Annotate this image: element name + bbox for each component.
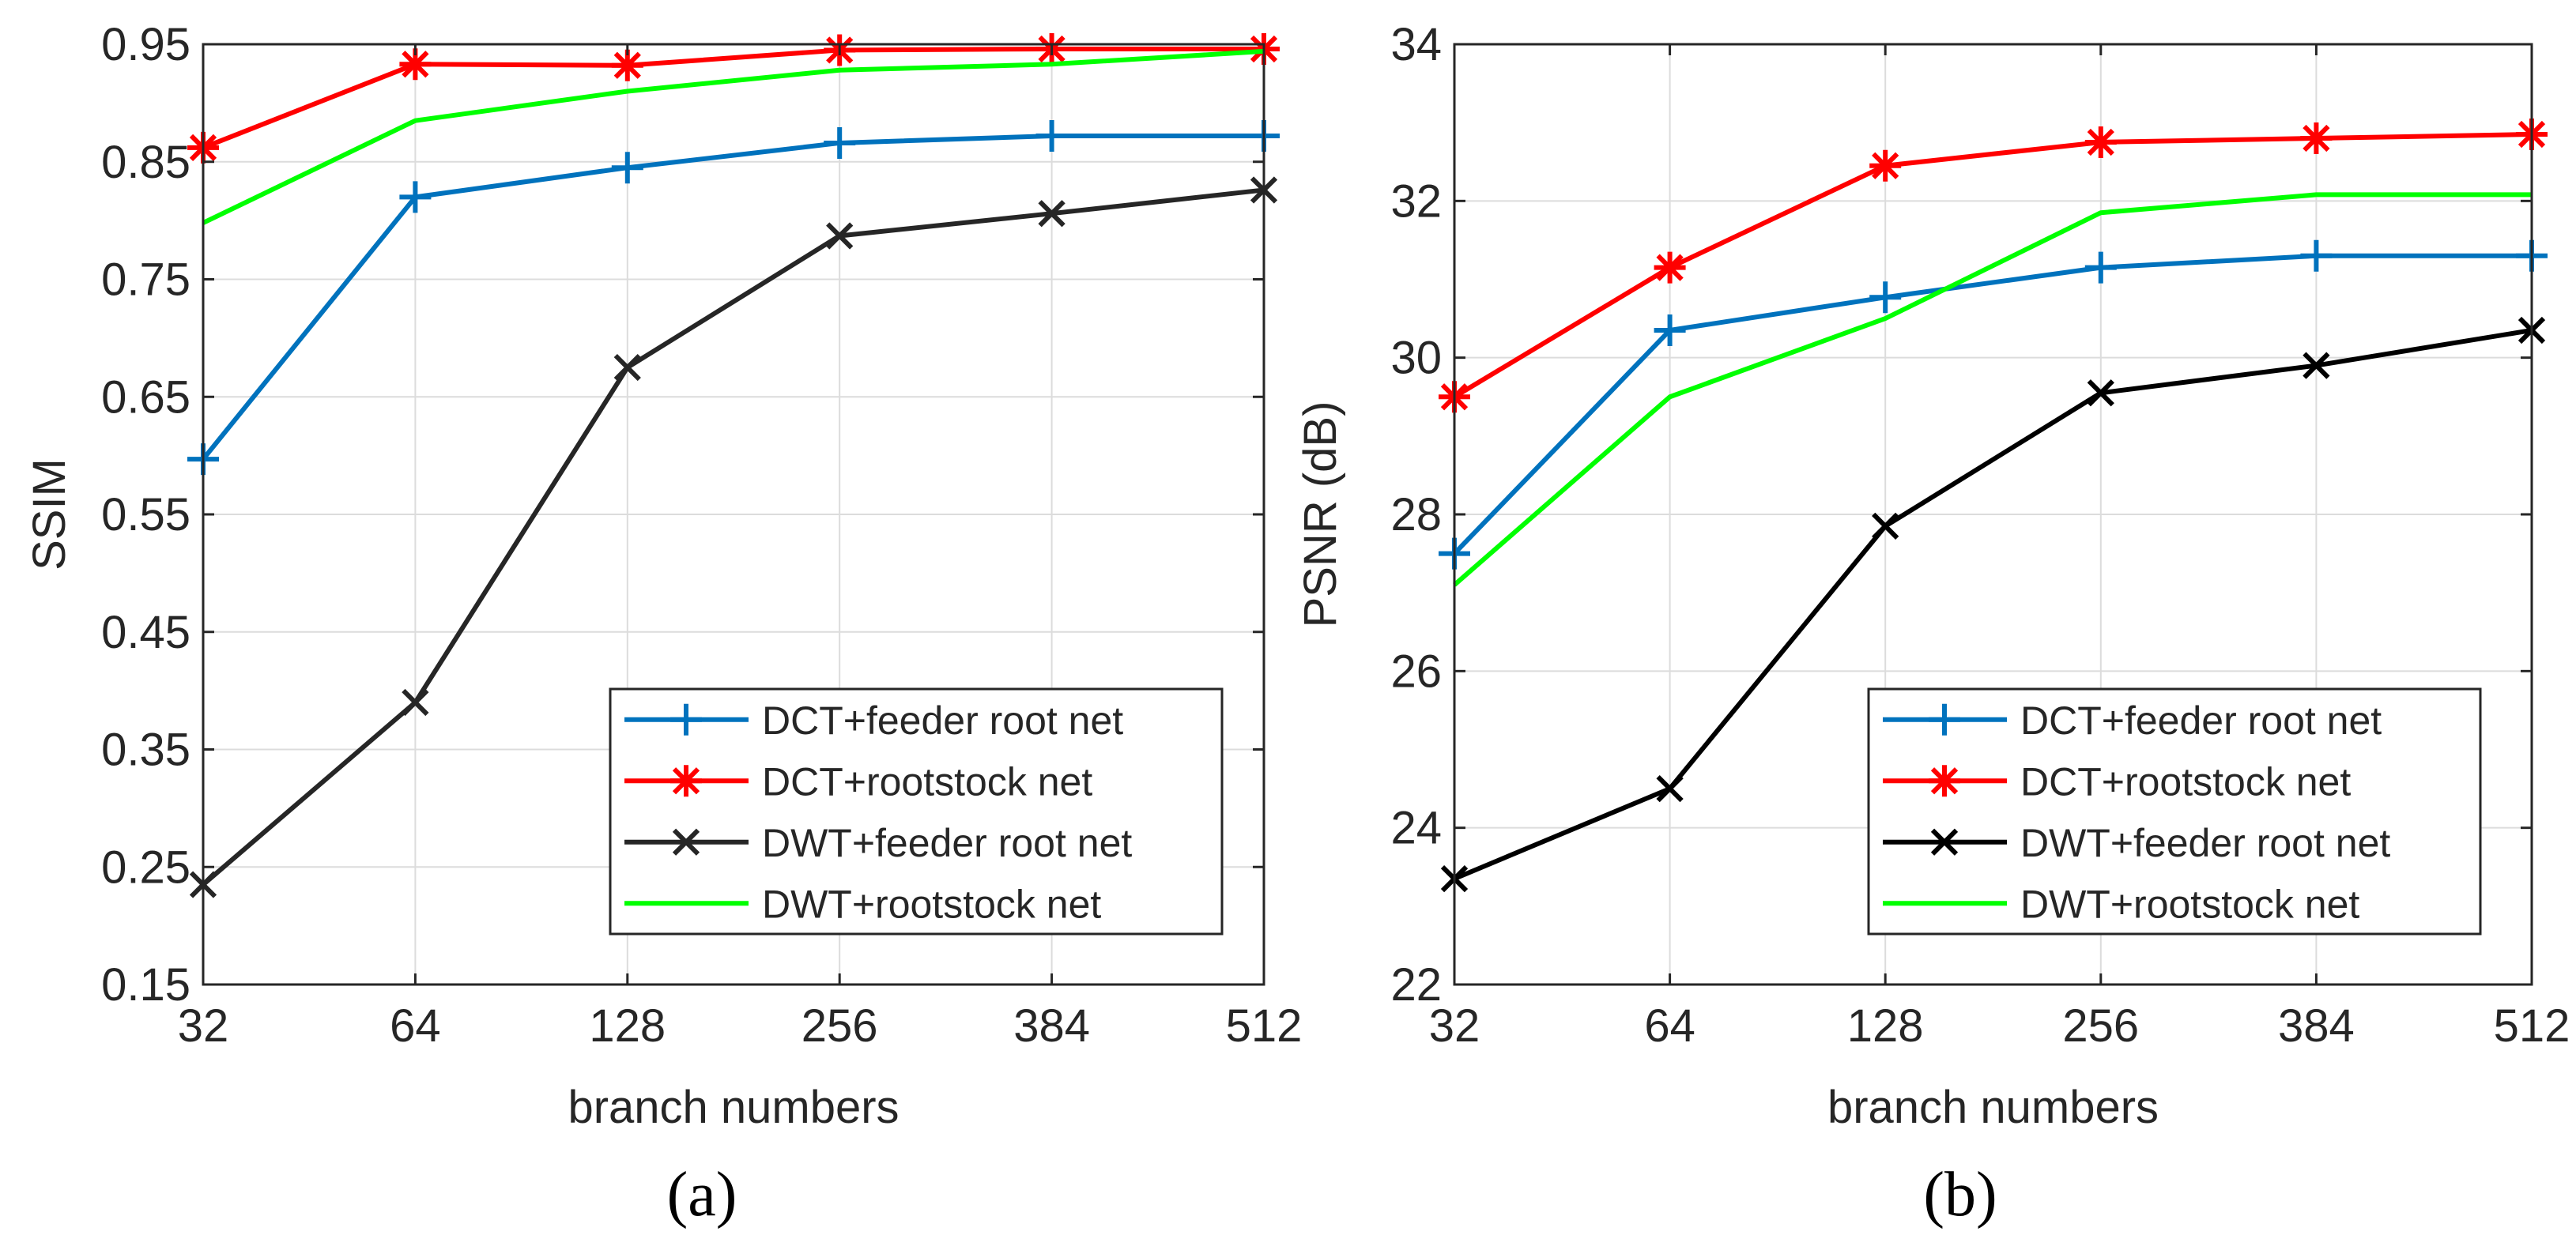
y-tick-label: 0.35 [101, 725, 190, 776]
data-point [824, 126, 856, 159]
legend-label: DCT+feeder root net [2020, 698, 2382, 743]
x-axis-label: branch numbers [568, 1082, 899, 1133]
y-tick-label: 0.75 [101, 254, 190, 306]
y-axis-label: PSNR (dB) [1295, 401, 1346, 628]
data-point [402, 688, 429, 717]
series-line [202, 187, 1265, 887]
x-tick-label: 256 [2062, 1000, 2139, 1052]
series-dwt-rootstock-net [1453, 192, 2532, 587]
y-tick-label: 28 [1390, 489, 1442, 540]
y-tick-label: 0.45 [101, 607, 190, 658]
data-point [1038, 200, 1065, 228]
y-tick-label: 0.95 [101, 19, 190, 70]
data-point [1035, 120, 1068, 152]
y-tick-label: 32 [1390, 175, 1442, 227]
data-point [826, 222, 854, 250]
legend: DCT+feeder root net DCT+rootstock net DWT+… [609, 687, 1224, 936]
series-line [1453, 192, 2532, 587]
series-line [1453, 327, 2533, 881]
legend-entry: DWT+rootstock net [1883, 882, 2359, 926]
legend-marker [670, 765, 702, 797]
caption-b: (b) [1923, 1160, 1997, 1229]
data-point [613, 353, 641, 382]
legend-label: DCT+rootstock net [2020, 759, 2351, 804]
legend-marker [672, 828, 700, 856]
x-axis-label: branch numbers [1827, 1082, 2159, 1133]
y-tick-label: 26 [1390, 646, 1442, 697]
series-line [1453, 132, 2533, 399]
x-tick-label: 512 [2494, 1000, 2570, 1052]
data-point [611, 152, 643, 184]
series-line [201, 134, 1264, 461]
data-point [2087, 379, 2114, 407]
series-dwt-feeder-root-net [189, 176, 1278, 898]
data-point [1654, 314, 1686, 346]
y-tick-label: 0.55 [101, 489, 190, 540]
data-point [399, 48, 432, 81]
x-tick-label: 32 [1429, 1000, 1480, 1052]
x-tick-label: 32 [178, 1000, 229, 1052]
data-point [1872, 512, 1899, 540]
data-point [2300, 239, 2333, 272]
legend-marker [670, 703, 702, 736]
legend-entry: DWT+feeder root net [624, 821, 1132, 865]
y-tick-label: 0.85 [101, 137, 190, 188]
legend-entry: DWT+feeder root net [1883, 821, 2390, 865]
legend-label: DCT+rootstock net [762, 759, 1092, 804]
series-line [202, 48, 1265, 225]
data-point [611, 49, 643, 81]
data-point [399, 181, 432, 213]
data-point [1654, 251, 1686, 284]
legend-entry: DWT+rootstock net [624, 882, 1101, 926]
x-tick-label: 64 [390, 1000, 441, 1052]
y-tick-label: 30 [1390, 333, 1442, 384]
x-tick-label: 64 [1644, 1000, 1695, 1052]
legend-box [1867, 687, 2482, 936]
data-point [1869, 149, 1902, 182]
caption-a: (a) [667, 1160, 737, 1229]
legend-label: DWT+rootstock net [2020, 882, 2359, 926]
data-point [2084, 251, 2117, 284]
series-line [1452, 253, 2532, 555]
x-tick-label: 128 [589, 1000, 666, 1052]
series-line [202, 46, 1264, 150]
data-point [1656, 774, 1684, 803]
x-tick-label: 384 [2278, 1000, 2355, 1052]
x-tick-label: 384 [1013, 1000, 1090, 1052]
legend-marker [1929, 765, 1960, 797]
data-point [2300, 122, 2333, 154]
chart-panel-b: 32 64 128 256 384 512 22 24 26 28 30 32 34 branch num… [1295, 19, 2570, 1133]
y-tick-label: 24 [1390, 803, 1442, 854]
legend-label: DCT+feeder root net [762, 698, 1123, 743]
y-tick-label: 0.65 [101, 371, 190, 423]
series-dwt-rootstock-net [202, 48, 1265, 225]
x-tick-label: 256 [801, 1000, 878, 1052]
data-point [2084, 126, 2117, 158]
legend-entry: DCT+rootstock net [624, 759, 1092, 804]
y-tick-label: 34 [1390, 19, 1442, 70]
x-tick-label: 512 [1226, 1000, 1303, 1052]
x-tick-label: 128 [1847, 1000, 1924, 1052]
legend-entry: DCT+feeder root net [624, 698, 1123, 743]
y-tick-label: 0.15 [101, 959, 190, 1011]
y-tick-label: 22 [1390, 959, 1442, 1011]
legend: DCT+feeder root net DCT+rootstock net DWT+… [1867, 687, 2482, 936]
legend-box [609, 687, 1224, 936]
legend-label: DWT+feeder root net [2020, 821, 2390, 865]
chart-panel-a: 32 64 128 256 384 512 0.15 0.25 0.35 0.45 0.55 0.65… [24, 19, 1302, 1133]
y-axis-label: SSIM [24, 458, 75, 570]
data-point [1869, 281, 1902, 314]
legend-marker [1929, 703, 1960, 736]
legend-label: DWT+rootstock net [762, 882, 1101, 926]
legend-entry: DCT+feeder root net [1883, 698, 2382, 743]
y-tick-label: 0.25 [101, 841, 190, 893]
legend-marker [1930, 828, 1959, 856]
legend-entry: DCT+rootstock net [1883, 759, 2351, 804]
legend-label: DWT+feeder root net [762, 821, 1132, 865]
data-point [2303, 352, 2330, 379]
